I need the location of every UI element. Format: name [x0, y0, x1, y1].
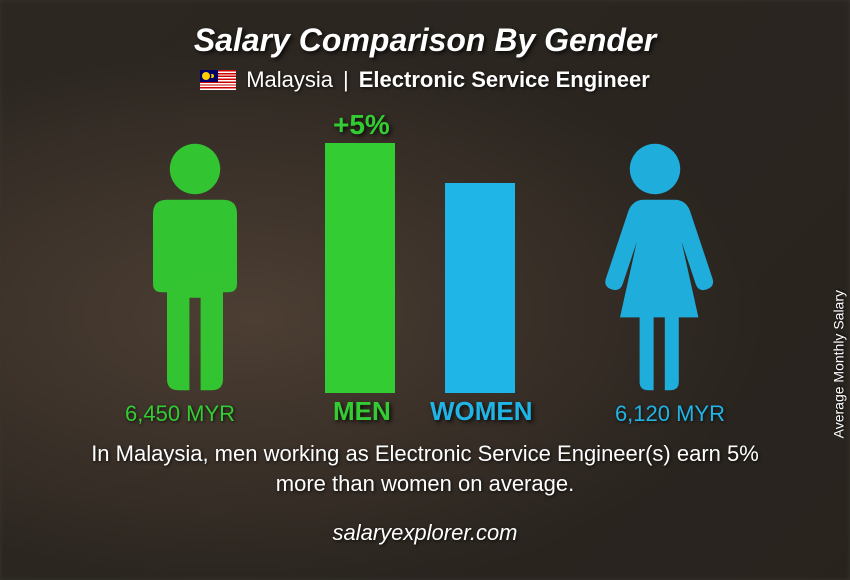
job-title-text: Electronic Service Engineer	[359, 67, 650, 93]
female-person-icon	[585, 141, 725, 393]
female-salary-value: 6,120 MYR	[615, 401, 725, 427]
location-text: Malaysia	[246, 67, 333, 93]
separator: |	[343, 67, 349, 93]
y-axis-label: Average Monthly Salary	[830, 290, 846, 438]
male-bar	[325, 143, 395, 393]
chart-area: +5% 6,450 MYR MEN WOMEN 6,120 MYR	[75, 113, 775, 433]
female-bar	[445, 183, 515, 393]
footer-source: salaryexplorer.com	[40, 520, 810, 546]
male-person-icon	[125, 141, 265, 393]
male-salary-value: 6,450 MYR	[125, 401, 235, 427]
malaysia-flag-icon	[200, 70, 236, 90]
description-text: In Malaysia, men working as Electronic S…	[40, 439, 810, 498]
infographic-container: Salary Comparison By Gender Malaysia | E…	[0, 0, 850, 580]
page-title: Salary Comparison By Gender	[40, 22, 810, 59]
female-gender-label: WOMEN	[430, 396, 533, 427]
difference-label: +5%	[333, 109, 390, 141]
male-gender-label: MEN	[333, 396, 391, 427]
subtitle-row: Malaysia | Electronic Service Engineer	[40, 67, 810, 93]
